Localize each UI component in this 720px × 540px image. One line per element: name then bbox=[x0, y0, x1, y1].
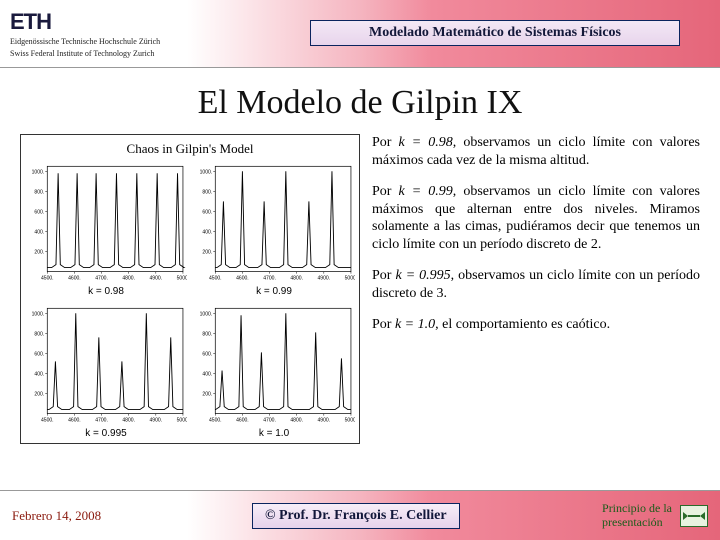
svg-text:4700.: 4700. bbox=[263, 276, 276, 282]
text-column: Por k = 0.98, observamos un ciclo límite… bbox=[372, 134, 700, 444]
nav-link-line2: presentación bbox=[602, 516, 672, 529]
svg-text:4700.: 4700. bbox=[95, 276, 108, 282]
svg-text:600.: 600. bbox=[202, 209, 212, 215]
subplot-svg: 200. 400. 600. 800. 1000. 4500. 4600. 4700. 480… bbox=[25, 303, 187, 427]
footer-nav: Principio de la presentación bbox=[602, 502, 708, 528]
svg-text:200.: 200. bbox=[34, 392, 44, 398]
svg-text:800.: 800. bbox=[34, 331, 44, 337]
paragraph: Por k = 0.99, observamos un ciclo límite… bbox=[372, 183, 700, 253]
svg-text:400.: 400. bbox=[34, 230, 44, 236]
svg-text:4500.: 4500. bbox=[209, 276, 222, 282]
eth-subtitle-de: Eidgenössische Technische Hochschule Zür… bbox=[10, 37, 180, 47]
svg-text:600.: 600. bbox=[34, 209, 44, 215]
svg-text:400.: 400. bbox=[34, 372, 44, 378]
svg-text:5000.: 5000. bbox=[177, 276, 187, 282]
svg-text:4900.: 4900. bbox=[317, 276, 330, 282]
para-k-value: k = 0.99 bbox=[399, 184, 453, 199]
svg-text:1000.: 1000. bbox=[200, 169, 213, 175]
svg-text:4700.: 4700. bbox=[95, 418, 108, 424]
svg-text:4900.: 4900. bbox=[149, 276, 162, 282]
paragraph: Por k = 1.0, el comportamiento es caótic… bbox=[372, 316, 700, 334]
svg-text:200.: 200. bbox=[202, 392, 212, 398]
eth-logo-text: ETH bbox=[10, 9, 180, 35]
svg-text:4800.: 4800. bbox=[290, 418, 303, 424]
para-k-value: k = 0.98 bbox=[399, 135, 453, 150]
chart-subplot: 200. 400. 600. 800. 1000. 4500. 4600. 4700. 480… bbox=[25, 161, 187, 297]
svg-text:4600.: 4600. bbox=[236, 276, 249, 282]
svg-text:800.: 800. bbox=[34, 189, 44, 195]
chart-subplot: 200. 400. 600. 800. 1000. 4500. 4600. 4700. 480… bbox=[25, 303, 187, 439]
svg-text:200.: 200. bbox=[202, 250, 212, 256]
para-body: , el comportamiento es caótico. bbox=[435, 317, 610, 332]
svg-text:5000.: 5000. bbox=[345, 418, 355, 424]
svg-text:4800.: 4800. bbox=[122, 418, 135, 424]
course-banner: Modelado Matemático de Sistemas Físicos bbox=[310, 20, 680, 46]
svg-text:4900.: 4900. bbox=[149, 418, 162, 424]
subplot-svg: 200. 400. 600. 800. 1000. 4500. 4600. 4700. 480… bbox=[193, 161, 355, 285]
svg-text:4500.: 4500. bbox=[41, 418, 54, 424]
svg-text:4600.: 4600. bbox=[68, 418, 81, 424]
paragraph: Por k = 0.98, observamos un ciclo límite… bbox=[372, 134, 700, 169]
nav-link-line1: Principio de la bbox=[602, 502, 672, 515]
subplot-svg: 200. 400. 600. 800. 1000. 4500. 4600. 4700. 480… bbox=[25, 161, 187, 285]
para-lead: Por bbox=[372, 184, 399, 199]
slide-title: El Modelo de Gilpin IX bbox=[0, 84, 720, 122]
nav-arrows-icon[interactable] bbox=[680, 505, 708, 527]
eth-logo-block: ETH Eidgenössische Technische Hochschule… bbox=[0, 3, 190, 64]
svg-text:1000.: 1000. bbox=[32, 311, 45, 317]
svg-text:1000.: 1000. bbox=[32, 169, 45, 175]
svg-text:800.: 800. bbox=[202, 331, 212, 337]
svg-text:200.: 200. bbox=[34, 250, 44, 256]
svg-text:800.: 800. bbox=[202, 189, 212, 195]
svg-text:5000.: 5000. bbox=[177, 418, 187, 424]
nav-link-home[interactable]: Principio de la presentación bbox=[602, 502, 672, 528]
svg-text:400.: 400. bbox=[202, 372, 212, 378]
footer-author: © Prof. Dr. François E. Cellier bbox=[252, 503, 460, 529]
svg-text:1000.: 1000. bbox=[200, 311, 213, 317]
svg-text:4700.: 4700. bbox=[263, 418, 276, 424]
subplot-k-label: k = 1.0 bbox=[193, 428, 355, 439]
footer-date: Febrero 14, 2008 bbox=[12, 508, 192, 524]
subplot-k-label: k = 0.995 bbox=[25, 428, 187, 439]
para-k-value: k = 0.995 bbox=[395, 268, 450, 283]
svg-text:5000.: 5000. bbox=[345, 276, 355, 282]
svg-text:4800.: 4800. bbox=[122, 276, 135, 282]
chart-title: Chaos in Gilpin's Model bbox=[25, 141, 355, 157]
subplot-k-label: k = 0.98 bbox=[25, 286, 187, 297]
subplot-k-label: k = 0.99 bbox=[193, 286, 355, 297]
slide-footer: Febrero 14, 2008 © Prof. Dr. François E.… bbox=[0, 490, 720, 540]
slide-header: ETH Eidgenössische Technische Hochschule… bbox=[0, 0, 720, 68]
chart-grid: 200. 400. 600. 800. 1000. 4500. 4600. 4700. 480… bbox=[25, 161, 355, 439]
svg-text:4600.: 4600. bbox=[236, 418, 249, 424]
main-content: Chaos in Gilpin's Model 200. 400. 600. 800.… bbox=[0, 134, 720, 444]
paragraph: Por k = 0.995, observamos un ciclo límit… bbox=[372, 267, 700, 302]
svg-text:600.: 600. bbox=[202, 351, 212, 357]
para-lead: Por bbox=[372, 268, 395, 283]
eth-subtitle-en: Swiss Federal Institute of Technology Zu… bbox=[10, 49, 180, 59]
svg-text:4600.: 4600. bbox=[68, 276, 81, 282]
para-k-value: k = 1.0 bbox=[395, 317, 435, 332]
svg-text:4500.: 4500. bbox=[41, 276, 54, 282]
para-lead: Por bbox=[372, 135, 399, 150]
svg-text:600.: 600. bbox=[34, 351, 44, 357]
svg-text:4900.: 4900. bbox=[317, 418, 330, 424]
svg-text:4500.: 4500. bbox=[209, 418, 222, 424]
svg-text:4800.: 4800. bbox=[290, 276, 303, 282]
para-lead: Por bbox=[372, 317, 395, 332]
chart-subplot: 200. 400. 600. 800. 1000. 4500. 4600. 4700. 480… bbox=[193, 161, 355, 297]
svg-text:400.: 400. bbox=[202, 230, 212, 236]
chart-panel: Chaos in Gilpin's Model 200. 400. 600. 800.… bbox=[20, 134, 360, 444]
chart-subplot: 200. 400. 600. 800. 1000. 4500. 4600. 4700. 480… bbox=[193, 303, 355, 439]
subplot-svg: 200. 400. 600. 800. 1000. 4500. 4600. 4700. 480… bbox=[193, 303, 355, 427]
